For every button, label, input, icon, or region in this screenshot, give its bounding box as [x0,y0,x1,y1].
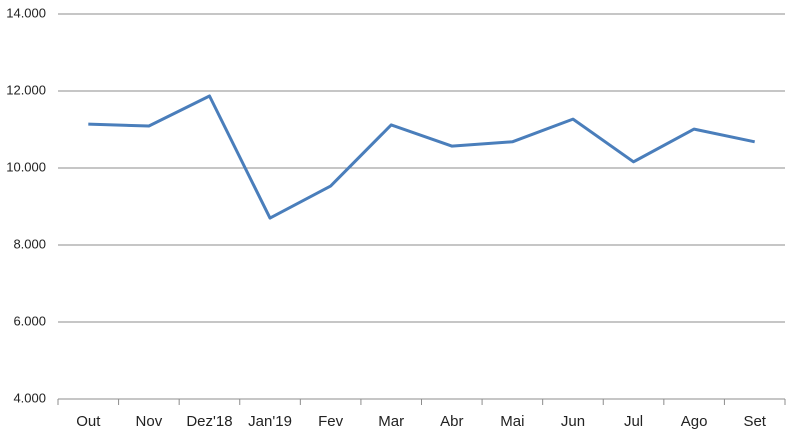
y-tick-label: 8.000 [13,236,46,251]
x-tick-label: Mai [500,413,524,430]
x-tick-label: Nov [136,413,163,430]
line [88,94,756,220]
x-tick-label: Jun [561,413,585,430]
x-tick-label: Mar [378,413,404,430]
y-tick-label: 10.000 [6,159,46,174]
x-tick-label: Abr [440,413,463,430]
x-tick-label: Dez'18 [186,413,232,430]
x-tick-label: Jul [624,413,643,430]
x-tick-label: Fev [318,413,344,430]
x-tick-label: Jan'19 [248,413,292,430]
x-tick-label: Set [743,413,766,430]
x-tick-label: Out [76,413,101,430]
y-tick-label: 6.000 [13,313,46,328]
y-tick-label: 4.000 [13,390,46,405]
x-tick-label: Ago [681,413,708,430]
y-tick-label: 12.000 [6,82,46,97]
y-tick-label: 14.000 [6,5,46,20]
